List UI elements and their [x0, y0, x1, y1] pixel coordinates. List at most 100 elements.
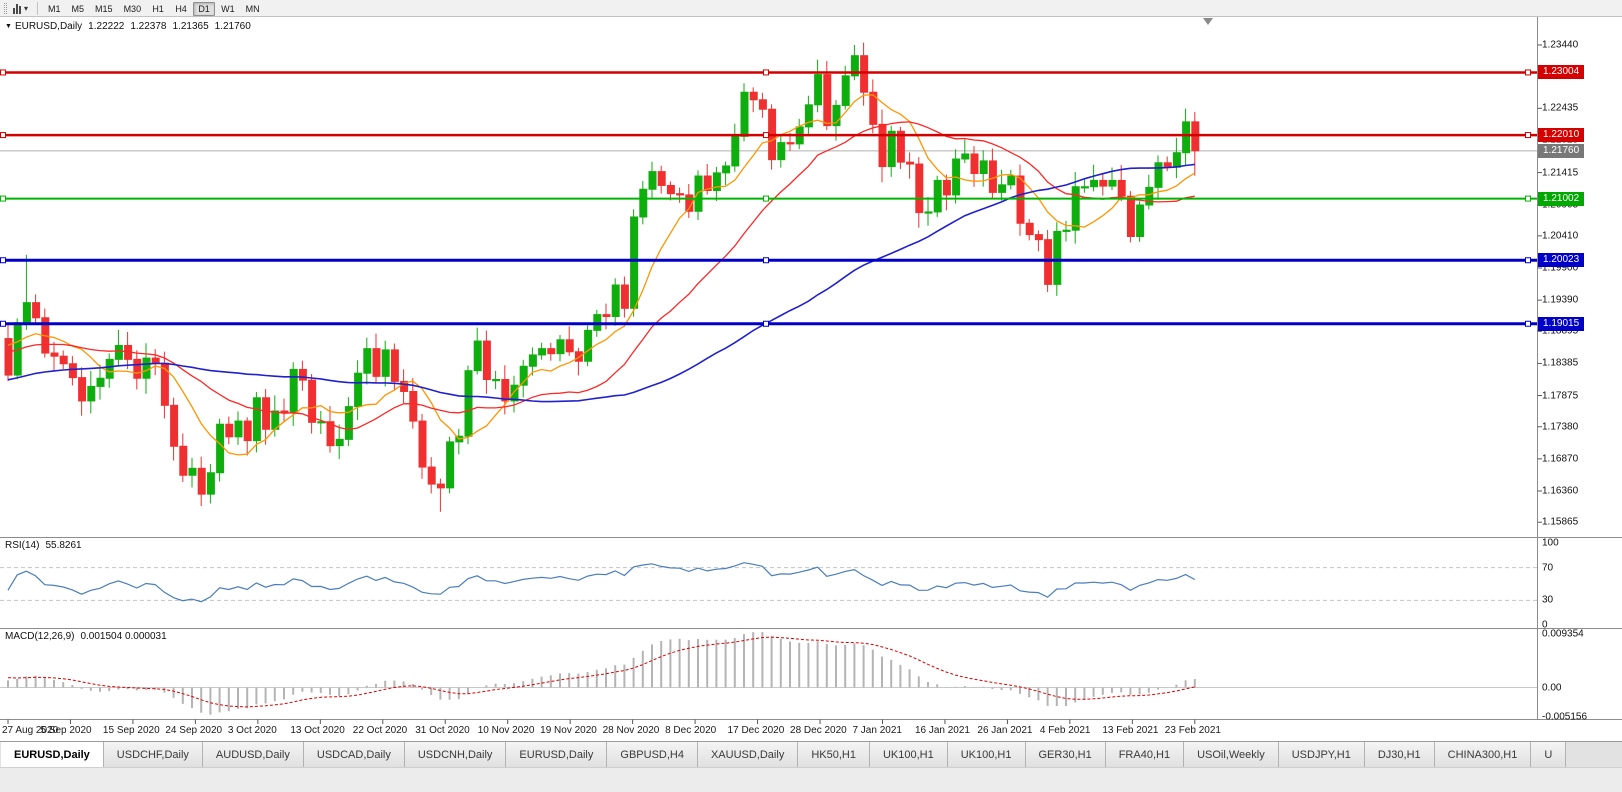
candle-body: [1034, 234, 1043, 241]
candle-body: [1163, 162, 1172, 168]
chart-tab-xauusd-daily[interactable]: XAUUSD,Daily: [697, 742, 799, 767]
candle-body: [22, 302, 31, 324]
candle-body: [804, 104, 813, 128]
line-handle[interactable]: [763, 320, 769, 327]
candle-body: [556, 339, 565, 355]
candle-body: [722, 165, 731, 174]
candle-body: [1172, 152, 1181, 168]
line-handle[interactable]: [0, 320, 6, 327]
line-handle[interactable]: [1525, 320, 1531, 327]
timeframe-button-m30[interactable]: M30: [123, 4, 142, 14]
candle-body: [906, 161, 915, 165]
dropdown-caret-icon[interactable]: ▾: [24, 3, 29, 13]
candle-body: [372, 348, 381, 377]
candle-body: [565, 339, 574, 353]
candle-body: [197, 467, 206, 495]
chart-tab-china300-h1[interactable]: CHINA300,H1: [1434, 742, 1532, 767]
line-handle[interactable]: [1525, 132, 1531, 139]
candle-body: [1007, 175, 1016, 186]
chart-tab-uk100-h1[interactable]: UK100,H1: [947, 742, 1026, 767]
candle-body: [243, 420, 252, 442]
timeframe-button-m5[interactable]: M5: [71, 4, 85, 14]
chart-tab-audusd-daily[interactable]: AUDUSD,Daily: [202, 742, 304, 767]
candle-body: [446, 441, 455, 489]
chart-tab-fra40-h1[interactable]: FRA40,H1: [1105, 742, 1185, 767]
candle-body: [519, 365, 528, 386]
candle-body: [786, 142, 795, 145]
chart-tab-usdcnh-daily[interactable]: USDCNH,Daily: [404, 742, 507, 767]
macd-signal-line: [7, 636, 1195, 708]
candle-body: [464, 370, 473, 437]
candle-body: [611, 284, 620, 318]
chart-canvas[interactable]: [0, 0, 1622, 741]
timeframe-button-m1[interactable]: M1: [48, 4, 61, 14]
candle-body: [970, 153, 979, 174]
chart-tab-usdjpy-h1[interactable]: USDJPY,H1: [1278, 742, 1365, 767]
line-handle[interactable]: [0, 257, 6, 264]
timeframe-button-h4[interactable]: H4: [175, 4, 187, 14]
candle-body: [133, 358, 142, 379]
candle-body: [823, 74, 832, 127]
candle-body: [749, 91, 758, 101]
chart-tab-dj30-h1[interactable]: DJ30,H1: [1364, 742, 1435, 767]
moving-average-55: [7, 163, 1195, 403]
candle-body: [510, 384, 519, 402]
candle-body: [344, 406, 353, 440]
timeframe-button-mn[interactable]: MN: [245, 4, 260, 14]
line-handle[interactable]: [763, 69, 769, 76]
candle-body: [335, 438, 344, 447]
candle-body: [841, 75, 850, 106]
timeframe-button-d1[interactable]: D1: [193, 2, 216, 16]
chart-tab-eurusd-daily[interactable]: EURUSD,Daily: [506, 742, 608, 767]
candle-body: [354, 372, 363, 408]
line-handle[interactable]: [1525, 257, 1531, 264]
candle-body: [731, 135, 740, 167]
candle-body: [50, 352, 59, 357]
candle-body: [712, 172, 721, 192]
candle-body: [758, 99, 767, 110]
chart-tab-ger30-h1[interactable]: GER30,H1: [1025, 742, 1106, 767]
chart-tab-eurusd-daily[interactable]: EURUSD,Daily: [1, 742, 104, 767]
candle-body: [602, 314, 611, 318]
line-handle[interactable]: [1525, 195, 1531, 202]
candle-body: [234, 420, 243, 438]
timeframe-button-w1[interactable]: W1: [221, 4, 235, 14]
candle-body: [501, 379, 510, 402]
line-handle[interactable]: [0, 69, 6, 76]
line-handle[interactable]: [0, 132, 6, 139]
candle-body: [482, 340, 491, 381]
candle-body: [381, 349, 390, 377]
candle-body: [289, 368, 298, 414]
candle-body: [685, 194, 694, 212]
candle-body: [528, 354, 537, 367]
candle-body: [869, 91, 878, 125]
chart-tab-u[interactable]: U: [1531, 742, 1567, 767]
line-handle[interactable]: [1525, 69, 1531, 76]
candle-body: [363, 348, 372, 374]
timeframe-button-m15[interactable]: M15: [95, 4, 113, 14]
candle-body: [538, 348, 547, 356]
chart-tab-hk50-h1[interactable]: HK50,H1: [798, 742, 870, 767]
chart-tab-usdchf-daily[interactable]: USDCHF,Daily: [103, 742, 203, 767]
candle-body: [473, 340, 482, 372]
icon-bar: [16, 3, 18, 14]
candle-body: [942, 179, 951, 196]
candle-body: [740, 91, 749, 137]
candle-body: [225, 423, 234, 438]
line-handle[interactable]: [0, 195, 6, 202]
line-handle[interactable]: [763, 132, 769, 139]
candle-body: [4, 338, 13, 376]
timeframe-button-h1[interactable]: H1: [152, 4, 164, 14]
candle-body: [400, 380, 409, 392]
candle-body: [998, 184, 1007, 193]
chart-period-icon[interactable]: [13, 3, 21, 14]
candle-body: [1136, 204, 1145, 237]
chart-tab-gbpusd-h4[interactable]: GBPUSD,H4: [607, 742, 698, 767]
candle-body: [1053, 230, 1062, 285]
chart-tab-uk100-h1[interactable]: UK100,H1: [869, 742, 948, 767]
chart-tab-usoil-weekly[interactable]: USOil,Weekly: [1184, 742, 1279, 767]
toolbar-grip[interactable]: [4, 2, 7, 14]
line-handle[interactable]: [763, 257, 769, 264]
chart-tab-usdcad-daily[interactable]: USDCAD,Daily: [303, 742, 405, 767]
line-handle[interactable]: [763, 195, 769, 202]
